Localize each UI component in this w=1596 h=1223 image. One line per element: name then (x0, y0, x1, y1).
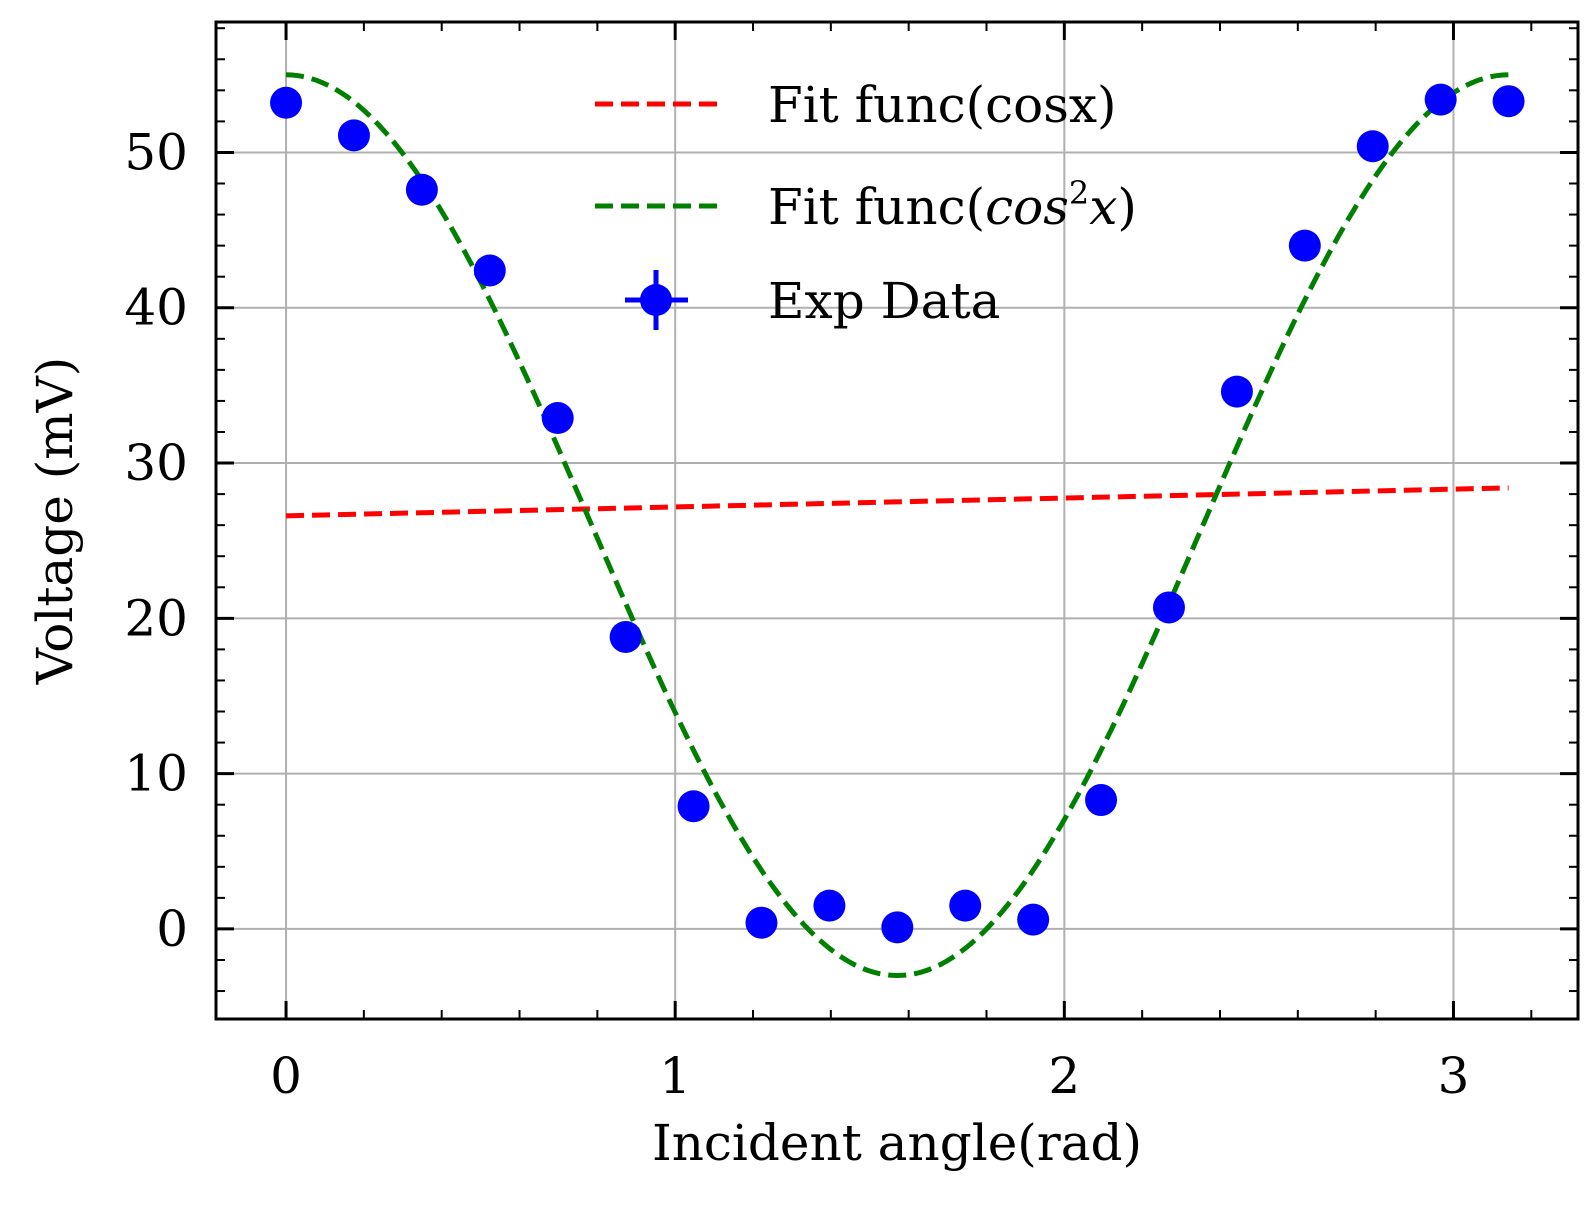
legend-swatch-data-marker (640, 284, 672, 316)
legend-label-data: Exp Data (768, 272, 1000, 330)
legend-cos2-math: cos (985, 178, 1069, 236)
legend-cos2-suffix: ) (1117, 178, 1137, 236)
data-point (1017, 903, 1050, 936)
data-point (270, 86, 303, 119)
plot-area (270, 72, 1525, 979)
data-point (337, 119, 370, 152)
legend: Fit func(cosx) Fit func(cos2x) Exp Data (595, 76, 1137, 330)
x-tick-label: 1 (659, 1047, 691, 1105)
data-point (1356, 130, 1389, 163)
y-tick-label: 40 (124, 279, 188, 337)
y-tick-label: 30 (124, 434, 188, 492)
y-tick-label: 0 (156, 900, 188, 958)
x-axis-label: Incident angle(rad) (652, 1114, 1142, 1172)
legend-cos2-prefix: Fit func( (768, 178, 985, 236)
series-fit-cosx (285, 485, 1509, 519)
data-point (1288, 229, 1321, 262)
plot-frame (214, 20, 1580, 1021)
data-point (745, 906, 778, 939)
data-point (541, 402, 574, 435)
x-tick-label: 3 (1438, 1047, 1470, 1105)
legend-label-cos2-fit: Fit func(cos2x) (768, 174, 1137, 236)
data-point (1152, 591, 1185, 624)
data-point (1492, 85, 1525, 118)
data-point (881, 911, 914, 944)
series-fit-cos2x (285, 72, 1509, 979)
data-point (949, 889, 982, 922)
grid (216, 22, 1578, 1019)
data-point (1424, 83, 1457, 116)
y-tick-label: 10 (124, 745, 188, 803)
data-point (609, 620, 642, 653)
data-point (473, 254, 506, 287)
legend-cos2-exponent: 2 (1069, 174, 1089, 212)
y-axis-label: Voltage (mV) (26, 357, 84, 686)
data-point (1085, 784, 1118, 817)
x-tick-label: 2 (1048, 1047, 1080, 1105)
data-point (813, 889, 846, 922)
y-tick-label: 50 (124, 123, 188, 181)
y-tick-label: 20 (124, 589, 188, 647)
data-point (405, 173, 438, 206)
data-point (1220, 375, 1253, 408)
legend-cos2-variable: x (1089, 178, 1117, 236)
legend-label-cos-fit: Fit func(cosx) (768, 76, 1117, 134)
x-tick-label: 0 (270, 1047, 302, 1105)
data-point (677, 790, 710, 823)
